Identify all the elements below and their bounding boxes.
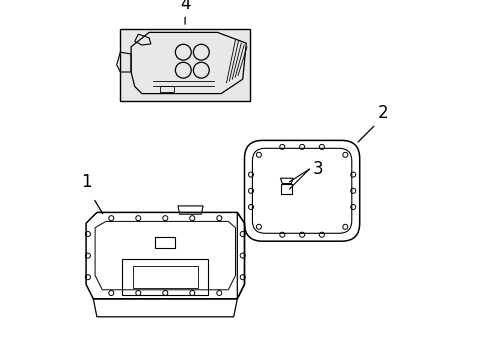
Bar [133,266,197,288]
Bar [155,237,175,248]
Text: 3: 3 [312,160,323,178]
Text: 4: 4 [180,0,190,13]
Bar [120,29,249,101]
Text: 1: 1 [81,173,91,191]
Bar [280,184,292,194]
Bar [122,259,208,295]
Text: 2: 2 [377,104,387,122]
Bar [160,86,174,92]
